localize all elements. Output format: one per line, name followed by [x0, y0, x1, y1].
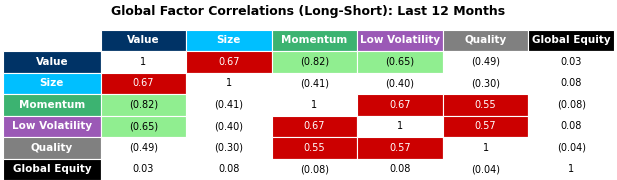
Text: 0.57: 0.57: [474, 121, 497, 131]
Text: (0.65): (0.65): [129, 121, 158, 131]
Text: 0.57: 0.57: [389, 143, 411, 153]
Bar: [528, 51, 614, 73]
Text: (0.41): (0.41): [214, 100, 244, 110]
Bar: [186, 30, 271, 51]
Bar: [186, 137, 271, 159]
Bar: [101, 137, 186, 159]
Text: Size: Size: [39, 78, 64, 88]
Bar: [357, 137, 443, 159]
Bar: [443, 137, 528, 159]
Text: (0.41): (0.41): [300, 78, 329, 88]
Bar: [528, 94, 614, 116]
Bar: [3, 30, 101, 51]
Bar: [271, 159, 357, 180]
Text: (0.04): (0.04): [557, 143, 586, 153]
Bar: [271, 51, 357, 73]
Text: Quality: Quality: [31, 143, 73, 153]
Bar: [3, 51, 101, 73]
Text: 0.55: 0.55: [474, 100, 497, 110]
Text: Momentum: Momentum: [19, 100, 85, 110]
Bar: [271, 137, 357, 159]
Text: 0.03: 0.03: [133, 164, 154, 174]
Text: 1: 1: [140, 57, 146, 67]
Bar: [101, 116, 186, 137]
Bar: [186, 73, 271, 94]
Text: 0.03: 0.03: [560, 57, 582, 67]
Text: (0.30): (0.30): [471, 78, 500, 88]
Text: Value: Value: [127, 35, 160, 45]
Bar: [443, 116, 528, 137]
Text: (0.08): (0.08): [300, 164, 329, 174]
Bar: [3, 73, 101, 94]
Bar: [101, 51, 186, 73]
Bar: [357, 94, 443, 116]
Text: (0.08): (0.08): [557, 100, 586, 110]
Text: 0.67: 0.67: [389, 100, 411, 110]
Text: (0.49): (0.49): [129, 143, 158, 153]
Bar: [3, 116, 101, 137]
Text: Momentum: Momentum: [281, 35, 347, 45]
Bar: [101, 30, 186, 51]
Text: 1: 1: [397, 121, 403, 131]
Text: 0.67: 0.67: [304, 121, 325, 131]
Text: Low Volatility: Low Volatility: [12, 121, 92, 131]
Bar: [357, 51, 443, 73]
Text: Size: Size: [217, 35, 241, 45]
Bar: [186, 159, 271, 180]
Bar: [443, 30, 528, 51]
Text: (0.65): (0.65): [386, 57, 415, 67]
Bar: [186, 51, 271, 73]
Bar: [528, 159, 614, 180]
Text: 0.55: 0.55: [304, 143, 325, 153]
Text: Value: Value: [36, 57, 68, 67]
Text: 1: 1: [226, 78, 232, 88]
Bar: [443, 73, 528, 94]
Bar: [528, 30, 614, 51]
Bar: [186, 94, 271, 116]
Bar: [443, 159, 528, 180]
Bar: [271, 73, 357, 94]
Text: 0.08: 0.08: [218, 164, 239, 174]
Bar: [271, 94, 357, 116]
Text: (0.40): (0.40): [214, 121, 244, 131]
Text: 0.67: 0.67: [133, 78, 154, 88]
Text: 1: 1: [568, 164, 574, 174]
Text: (0.82): (0.82): [300, 57, 329, 67]
Bar: [357, 159, 443, 180]
Bar: [528, 137, 614, 159]
Bar: [528, 116, 614, 137]
Text: 0.08: 0.08: [560, 78, 582, 88]
Text: 0.08: 0.08: [389, 164, 411, 174]
Bar: [443, 94, 528, 116]
Text: Global Equity: Global Equity: [532, 35, 610, 45]
Text: 1: 1: [312, 100, 318, 110]
Text: Low Volatility: Low Volatility: [360, 35, 440, 45]
Bar: [357, 30, 443, 51]
Bar: [101, 159, 186, 180]
Bar: [3, 137, 101, 159]
Text: (0.40): (0.40): [386, 78, 415, 88]
Bar: [271, 116, 357, 137]
Text: Global Equity: Global Equity: [12, 164, 91, 174]
Bar: [186, 116, 271, 137]
Text: (0.30): (0.30): [214, 143, 244, 153]
Text: 0.08: 0.08: [560, 121, 582, 131]
Bar: [443, 51, 528, 73]
Text: (0.04): (0.04): [471, 164, 500, 174]
Bar: [357, 116, 443, 137]
Text: (0.49): (0.49): [471, 57, 500, 67]
Bar: [271, 30, 357, 51]
Text: 0.67: 0.67: [218, 57, 239, 67]
Text: (0.82): (0.82): [129, 100, 158, 110]
Bar: [357, 73, 443, 94]
Bar: [101, 94, 186, 116]
Bar: [3, 159, 101, 180]
Bar: [101, 73, 186, 94]
Text: Quality: Quality: [465, 35, 507, 45]
Text: 1: 1: [482, 143, 489, 153]
Bar: [528, 73, 614, 94]
Text: Global Factor Correlations (Long-Short): Last 12 Months: Global Factor Correlations (Long-Short):…: [112, 5, 505, 18]
Bar: [3, 94, 101, 116]
